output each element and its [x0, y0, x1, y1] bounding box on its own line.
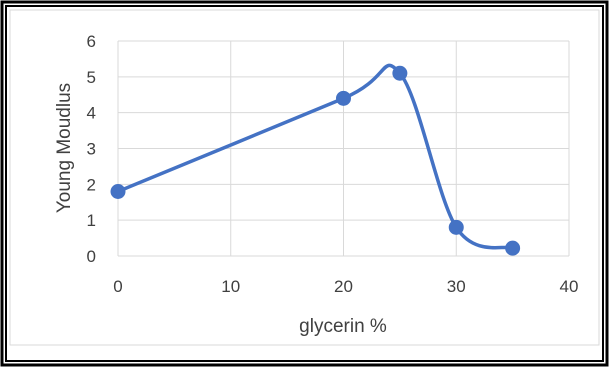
x-tick-label: 30 — [447, 277, 466, 296]
axis-layer: 0 1 2 3 4 5 6 0 10 20 30 40 — [87, 32, 579, 296]
x-axis-title: glycerin % — [299, 316, 387, 337]
x-tick-label: 0 — [113, 277, 122, 296]
y-tick-label: 6 — [87, 32, 96, 51]
x-tick-label: 10 — [221, 277, 240, 296]
grid-layer — [117, 40, 570, 257]
y-tick-label: 1 — [87, 211, 96, 230]
y-tick-label: 0 — [87, 247, 96, 266]
chart-area-border — [9, 9, 600, 346]
data-point — [110, 184, 126, 199]
data-point — [392, 65, 408, 81]
y-axis-title: Young Moudlus — [54, 83, 75, 213]
y-tick-label: 3 — [87, 140, 96, 159]
x-tick-label: 40 — [560, 277, 579, 296]
data-point — [505, 240, 521, 256]
inner-border — [5, 5, 604, 362]
y-tick-label: 4 — [87, 104, 96, 123]
x-tick-label: 20 — [334, 277, 353, 296]
data-point — [448, 219, 464, 235]
y-tick-label: 5 — [87, 68, 96, 87]
series-layer — [110, 63, 521, 256]
y-tick-label: 2 — [87, 175, 96, 194]
data-point — [336, 90, 351, 106]
